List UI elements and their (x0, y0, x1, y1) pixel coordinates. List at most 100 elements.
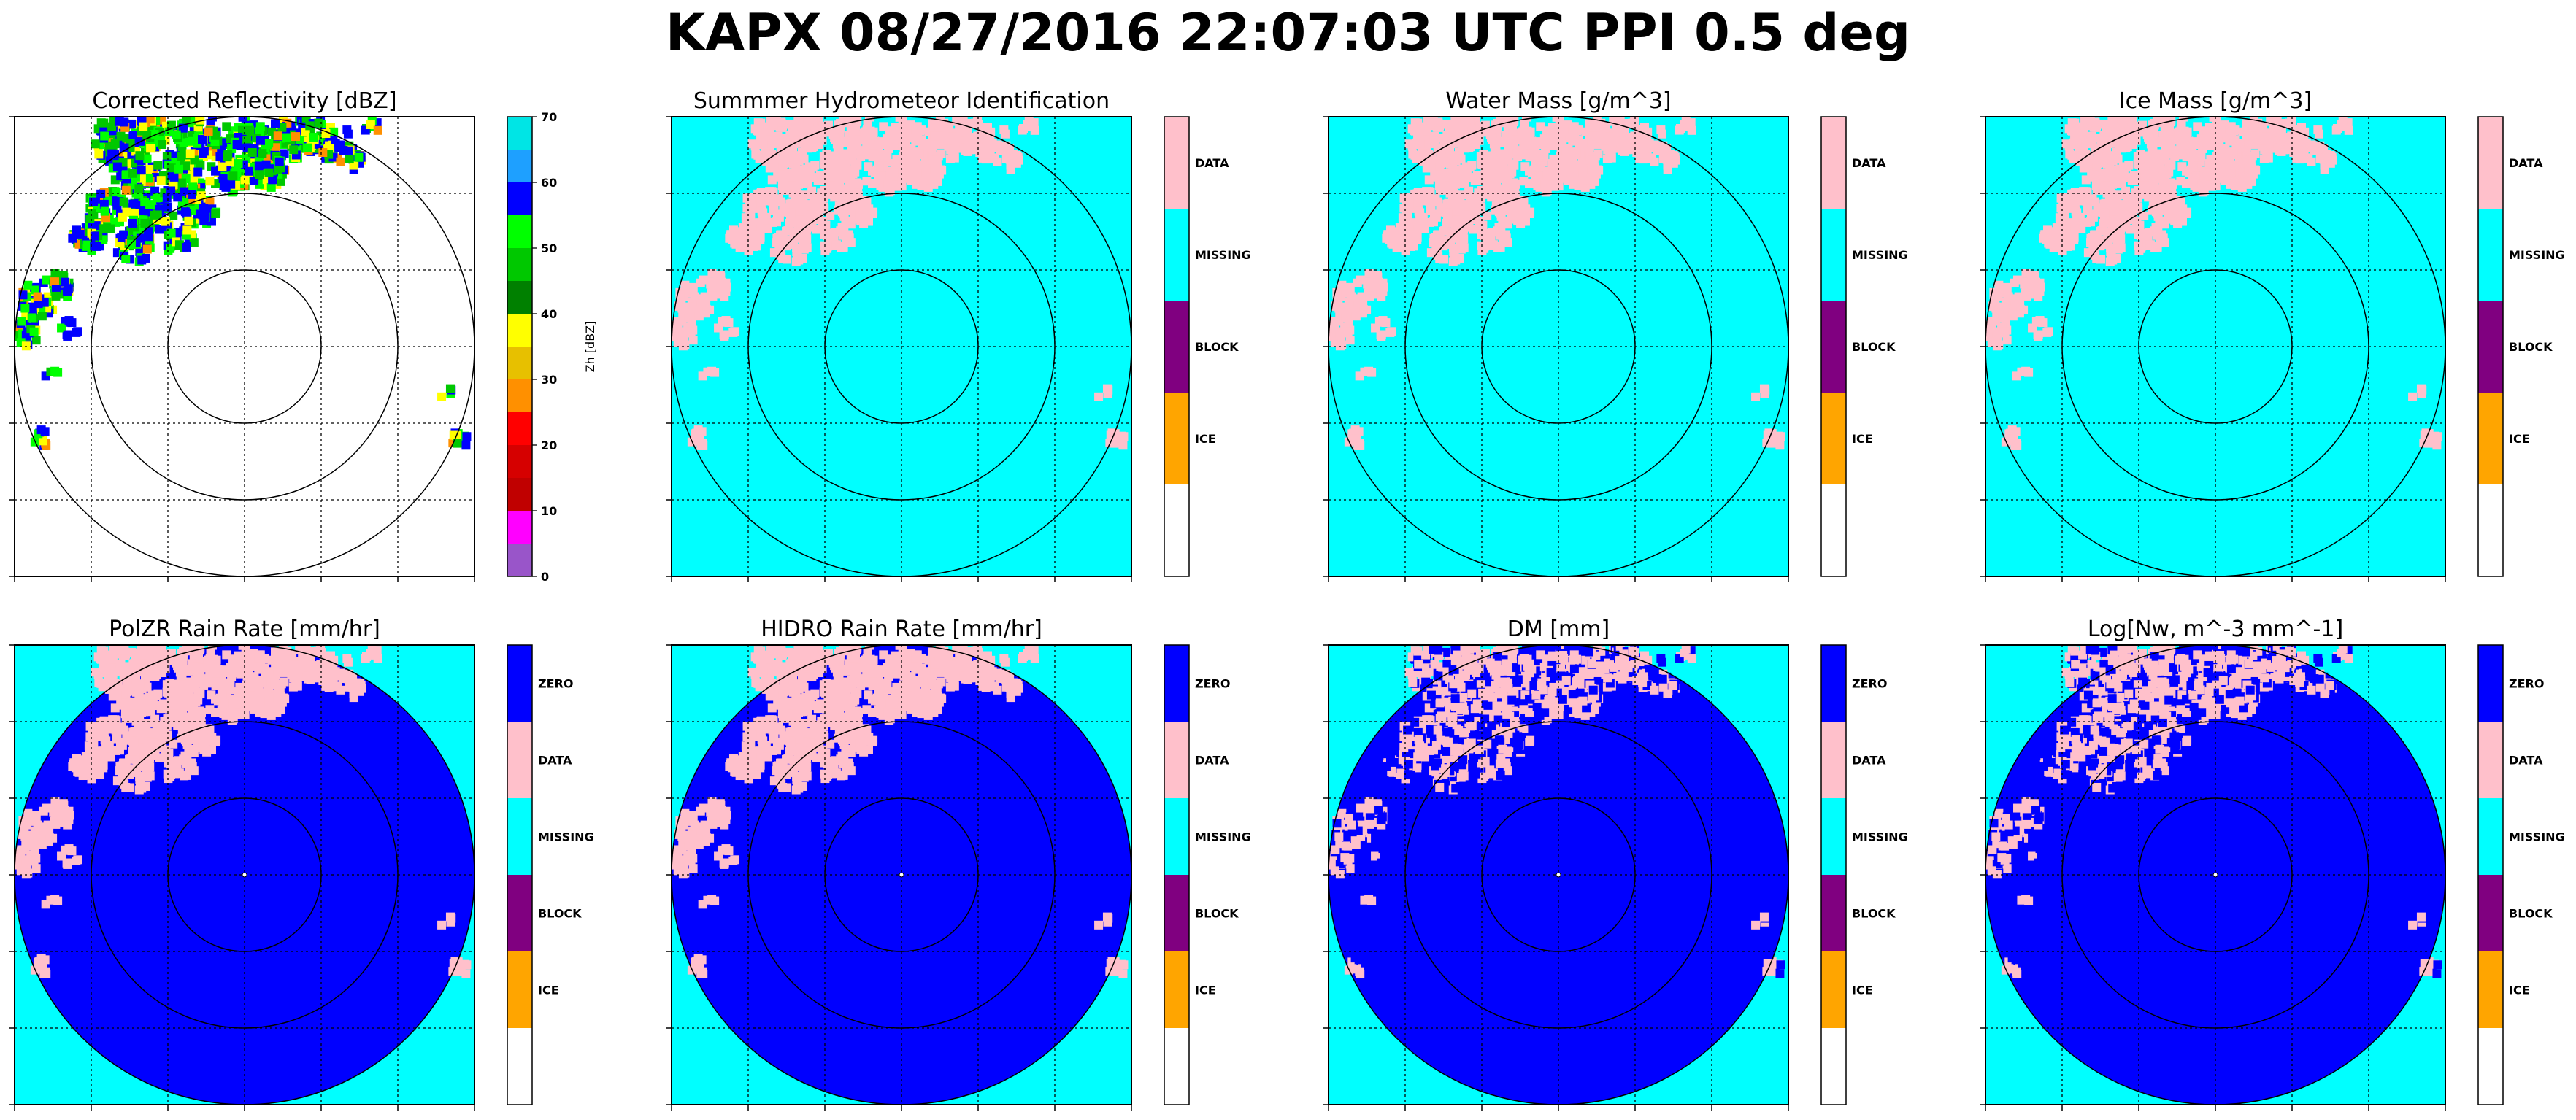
colorbar-band (1164, 209, 1189, 301)
echo-cell (1487, 193, 1496, 202)
echo-cell (1410, 189, 1420, 198)
echo-cell (958, 117, 968, 123)
echo-cell (2188, 162, 2198, 171)
echo-cell (880, 150, 890, 159)
echo-cell (2071, 131, 2080, 141)
echo-cell (1094, 392, 1104, 401)
echo-cell (1442, 199, 1452, 209)
echo-cell (757, 206, 766, 216)
echo-cell (1994, 280, 2004, 290)
echo-cell (2070, 224, 2080, 233)
echo-cell (1502, 182, 1512, 192)
echo-cell (2124, 161, 2134, 170)
echo-cell (753, 189, 763, 198)
echo-cell (87, 209, 96, 218)
echo-cell (303, 143, 312, 152)
echo-cell (90, 242, 99, 251)
echo-cell (173, 193, 182, 202)
colorbar-category-label: BLOCK (1852, 340, 1896, 354)
echo-cell (99, 118, 109, 128)
colorbar-band (507, 445, 532, 479)
echo-cell (794, 206, 804, 215)
colorbar-band (507, 117, 532, 150)
echo-cell (1435, 254, 1445, 263)
echo-cell (839, 225, 849, 235)
echo-cell (137, 206, 147, 215)
echo-cell (1531, 162, 1541, 171)
echo-cell (107, 149, 117, 158)
echo-cell (339, 146, 348, 155)
echo-cell (1476, 193, 1485, 203)
echo-cell (1546, 140, 1556, 150)
echo-cell (2337, 120, 2346, 130)
echo-cell (2110, 122, 2119, 131)
echo-cell (2083, 188, 2092, 197)
echo-cell (850, 167, 860, 177)
echo-cell (2081, 139, 2091, 149)
panel-title: Water Mass [g/m^3] (1445, 88, 1671, 114)
echo-cell (1687, 125, 1696, 135)
colorbar-band (507, 478, 532, 511)
echo-cell (245, 125, 255, 135)
echo-cell (453, 439, 462, 448)
colorbar-band (507, 281, 532, 314)
echo-cell (2235, 168, 2245, 177)
echo-cell (791, 184, 801, 193)
echo-cell (2260, 145, 2269, 155)
echo-cell (2117, 144, 2126, 153)
echo-cell (776, 230, 785, 239)
colorbar-tick-label: 50 (541, 242, 557, 255)
echo-cell (1569, 179, 1578, 189)
echo-cell (277, 123, 287, 132)
echo-cell (2139, 211, 2149, 220)
echo-cell (1499, 149, 1509, 158)
colorbar-band (2478, 117, 2503, 209)
echo-cell (1759, 384, 1769, 393)
echo-cell (121, 254, 131, 263)
echo-cell (996, 146, 1005, 155)
echo-cell (2092, 254, 2102, 263)
echo-cell (1603, 145, 1612, 155)
echo-cell (445, 384, 455, 393)
echo-cell (684, 313, 693, 323)
echo-cell (2007, 425, 2017, 435)
colorbar-band (1164, 117, 1189, 209)
echo-cell (68, 233, 77, 243)
echo-cell (1345, 336, 1355, 345)
echo-cell (2083, 162, 2093, 171)
echo-cell (2193, 122, 2202, 131)
echo-cell (247, 147, 257, 157)
colorbar-band (2478, 209, 2503, 301)
echo-cell (1387, 327, 1396, 336)
echo-cell (314, 118, 323, 128)
echo-cell (831, 240, 841, 250)
echo-cell (128, 199, 138, 209)
echo-cell (41, 371, 50, 381)
echo-cell (41, 900, 50, 909)
echo-cell (139, 122, 148, 131)
echo-cell (764, 149, 774, 158)
echo-cell (2115, 232, 2124, 242)
echo-cell (204, 127, 213, 136)
echo-cell (166, 228, 176, 238)
echo-cell (2022, 285, 2031, 294)
echo-cell (2087, 131, 2096, 141)
echo-cell (710, 368, 720, 377)
echo-cell (238, 645, 247, 650)
echo-cell (799, 154, 809, 163)
echo-cell (2065, 150, 2075, 159)
echo-cell (2182, 209, 2191, 218)
echo-cell (688, 336, 698, 345)
echo-cell (182, 242, 191, 252)
echo-cell (73, 855, 82, 865)
echo-cell (2247, 177, 2256, 186)
echo-cell (2080, 117, 2090, 123)
echo-cell (166, 163, 176, 173)
echo-cell (699, 275, 709, 285)
echo-cell (2241, 119, 2250, 128)
echo-cell (1491, 178, 1500, 188)
echo-cell (1459, 117, 1469, 124)
echo-cell (975, 147, 985, 157)
echo-cell (2091, 143, 2100, 152)
echo-cell (1588, 157, 1598, 166)
